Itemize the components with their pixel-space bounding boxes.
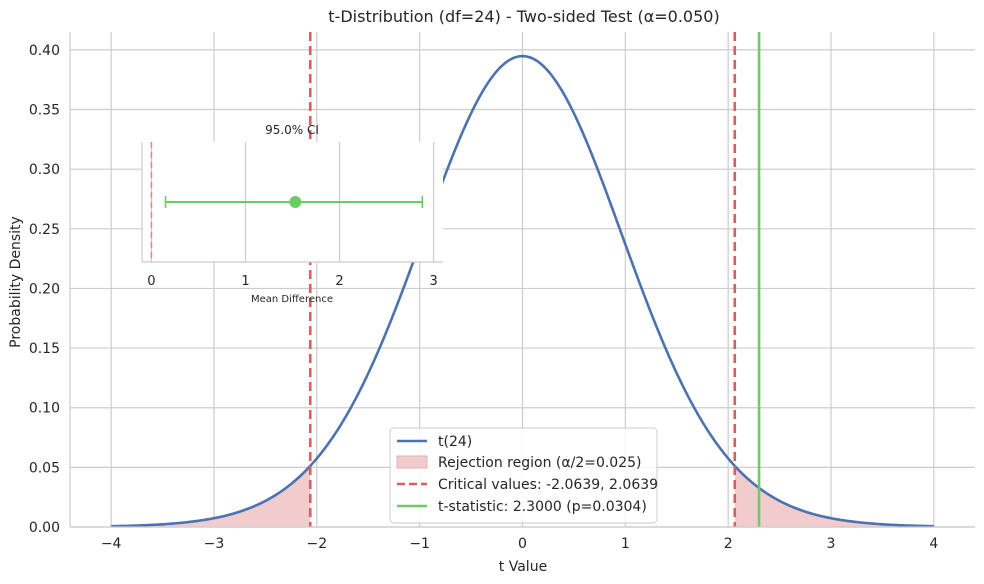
legend-label: Critical values: -2.0639, 2.0639	[438, 477, 658, 493]
x-tick-label: −3	[204, 536, 225, 552]
y-tick-label: 0.35	[29, 103, 60, 119]
main-tick-labels: −4 −3 −2 −1 0 1 2 3 4 0.00 0.05 0.10 0.15 0.20 0.25 0.3…	[29, 43, 939, 552]
x-tick-label: 4	[929, 536, 938, 552]
legend-label: t-statistic: 2.3000 (p=0.0304)	[438, 499, 647, 515]
y-tick-label: 0.30	[29, 162, 60, 178]
pdf-curve-layer	[111, 54, 934, 528]
y-tick-label: 0.20	[29, 281, 60, 297]
chart-title: t-Distribution (df=24) - Two-sided Test …	[328, 7, 719, 26]
y-tick-label: 0.15	[29, 341, 60, 357]
y-axis-label: Probability Density	[8, 216, 24, 348]
inset-content	[150, 142, 424, 262]
main-grid	[70, 32, 975, 528]
legend: t(24) Rejection region (α/2=0.025) Critica…	[389, 427, 658, 524]
right-rejection-region	[734, 465, 934, 527]
inset-x-tick-label: 2	[335, 274, 343, 289]
inset-tick-labels: 0 1 2 3	[147, 274, 437, 289]
x-tick-label: −2	[306, 536, 327, 552]
left-rejection-region	[111, 465, 311, 527]
x-tick-label: 2	[724, 536, 733, 552]
y-tick-label: 0.40	[29, 43, 60, 59]
x-tick-label: 3	[827, 536, 836, 552]
inset-x-tick-label: 0	[147, 274, 155, 289]
inset-x-tick-label: 3	[429, 274, 437, 289]
inset-x-axis-label: Mean Difference	[251, 294, 333, 305]
legend-label: t(24)	[438, 434, 472, 450]
y-tick-label: 0.10	[29, 401, 60, 417]
y-tick-label: 0.00	[29, 520, 60, 536]
pdf-curve	[111, 54, 934, 528]
x-tick-label: 1	[621, 536, 630, 552]
inset-title: 95.0% CI	[265, 123, 319, 137]
ci-inset: 0 1 2 3 95.0% CI Mean Difference	[141, 123, 443, 305]
ci-point	[289, 196, 302, 208]
main-axes	[69, 32, 975, 528]
inset-x-tick-label: 1	[241, 274, 249, 289]
x-tick-label: −4	[101, 536, 122, 552]
legend-label: Rejection region (α/2=0.025)	[438, 455, 642, 471]
legend-box	[389, 427, 658, 524]
legend-swatch-rejection	[396, 455, 428, 469]
x-tick-label: −1	[409, 536, 430, 552]
y-tick-label: 0.25	[29, 222, 60, 238]
x-axis-label: t Value	[499, 559, 547, 575]
rejection-regions	[111, 465, 934, 527]
x-tick-label: 0	[518, 536, 527, 552]
vertical-lines	[308, 32, 761, 527]
y-tick-label: 0.05	[29, 460, 60, 476]
